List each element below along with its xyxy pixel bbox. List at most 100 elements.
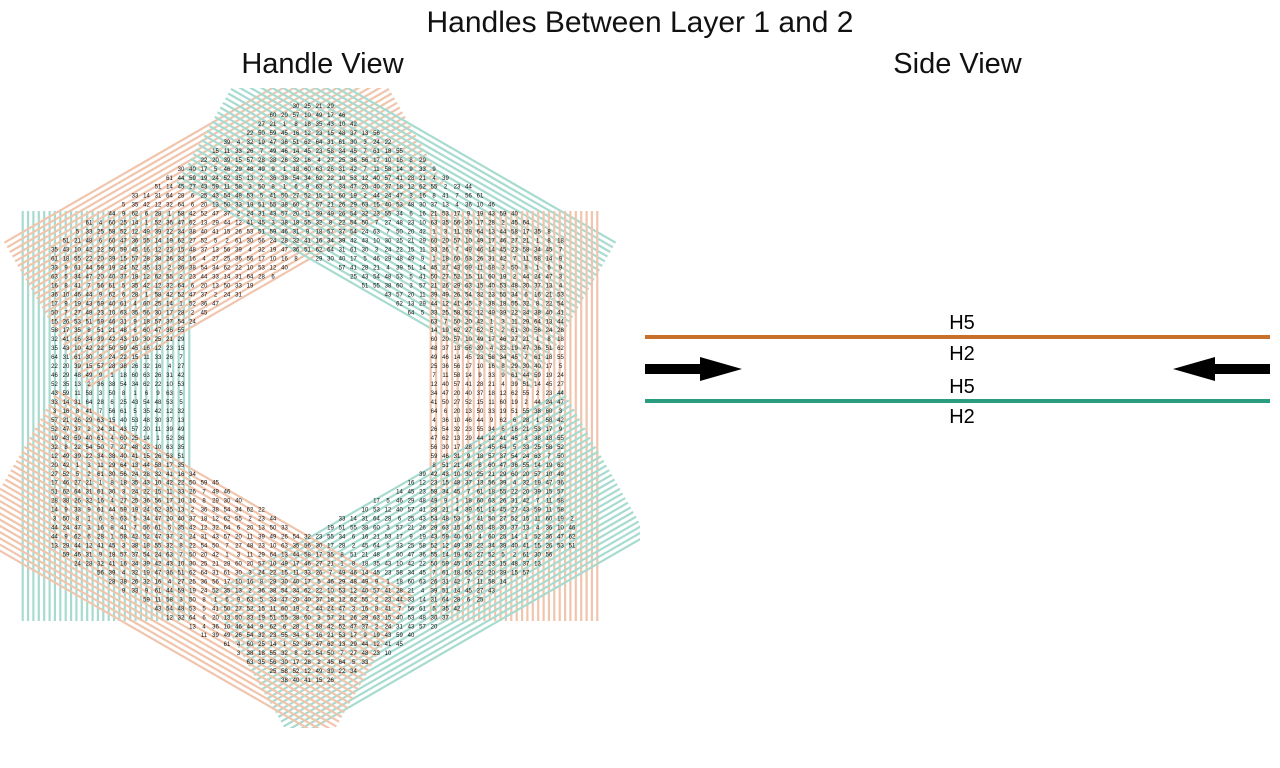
helix-line [23, 445, 380, 653]
handle-label: 54 [293, 535, 300, 541]
handle-label: 21 [212, 562, 219, 568]
handle-label: 57 [97, 364, 104, 370]
handle-label: 10 [224, 624, 231, 630]
handle-label: 59 [178, 588, 185, 594]
handle-label: 47 [63, 427, 70, 433]
handle-label: 16 [155, 364, 162, 370]
handle-label: 15 [120, 257, 127, 263]
handle-label: 64 [500, 445, 507, 451]
handle-label: 14 [454, 355, 461, 361]
handle-label: 24 [385, 194, 392, 200]
handle-label: 45 [454, 490, 461, 496]
handle-label: 23 [143, 445, 150, 451]
handle-label: 58 [431, 490, 438, 496]
handle-label: 55 [155, 544, 162, 550]
helix-line [269, 497, 626, 705]
handle-label: 38 [385, 283, 392, 289]
handle-label: 19 [511, 346, 518, 352]
handle-label: 51 [178, 454, 185, 460]
handle-label: 25 [120, 221, 127, 227]
handle-label: 8 [76, 517, 80, 523]
handle-label: 20 [63, 364, 70, 370]
handle-label: 45 [500, 248, 507, 254]
handle-label: 43 [63, 248, 70, 254]
handle-label: 4 [248, 248, 252, 254]
handle-label: 22 [166, 230, 173, 236]
handle-label: 7 [202, 490, 206, 496]
handle-label: 4 [490, 346, 494, 352]
handle-label: 10 [74, 346, 81, 352]
bottom-line-label-below: H2 [949, 406, 975, 428]
handle-label: 48 [235, 194, 242, 200]
handle-label: 30 [350, 140, 357, 146]
handle-label: 58 [488, 266, 495, 272]
handle-label: 35 [258, 660, 265, 666]
handle-label: 57 [339, 266, 346, 272]
handle-label: 64 [120, 463, 127, 469]
handle-label: 62 [189, 570, 196, 576]
handle-label: 44 [396, 597, 403, 603]
handle-label: 16 [316, 633, 323, 639]
handle-label: 43 [362, 274, 369, 280]
handle-label: 41 [86, 409, 93, 415]
handle-label: 40 [201, 230, 208, 236]
handle-label: 6 [283, 624, 287, 630]
handle-label: 42 [350, 167, 357, 173]
handle-label: 5 [409, 274, 413, 280]
handle-label: 62 [132, 212, 139, 218]
handle-label: 20 [247, 562, 254, 568]
handle-label: 38 [109, 382, 116, 388]
handle-label: 39 [442, 176, 449, 182]
handle-label: 31 [327, 140, 334, 146]
handle-label: 9 [260, 624, 264, 630]
handle-label: 41 [97, 544, 104, 550]
handle-label: 2 [191, 310, 195, 316]
handle-label: 60 [477, 499, 484, 505]
handle-label: 5 [76, 472, 80, 478]
handle-label: 32 [247, 140, 254, 146]
handle-label: 62 [316, 248, 323, 254]
handle-label: 24 [189, 535, 196, 541]
handle-label: 32 [454, 427, 461, 433]
handle-label: 23 [385, 597, 392, 603]
helix-line [221, 413, 578, 621]
handle-label: 11 [224, 185, 231, 191]
helix-line [10, 469, 367, 677]
handle-label: 52 [304, 194, 311, 200]
handle-label: 54 [178, 319, 185, 325]
handle-label: 59 [212, 185, 219, 191]
handle-label: 60 [109, 239, 116, 245]
helix-line [215, 404, 573, 611]
handle-label: 31 [201, 535, 208, 541]
handle-label: 55 [557, 436, 564, 442]
handle-label: 52 [201, 239, 208, 245]
handle-label: 40 [511, 212, 518, 218]
handle-label: 31 [293, 230, 300, 236]
handle-label: 1 [306, 624, 310, 630]
handle-label: 17 [201, 167, 208, 173]
handle-label: 30 [523, 283, 530, 289]
handle-label: 42 [350, 122, 357, 128]
handle-label: 55 [500, 490, 507, 496]
handle-label: 57 [155, 319, 162, 325]
handle-label: 3 [99, 355, 103, 361]
handle-label: 15 [281, 570, 288, 576]
handle-label: 16 [63, 409, 70, 415]
handle-label: 29 [212, 221, 219, 227]
handle-label: 20 [166, 517, 173, 523]
handle-label: 24 [557, 373, 564, 379]
handle-label: 9 [467, 454, 471, 460]
handle-label: 32 [258, 248, 265, 254]
handle-label: 60 [235, 562, 242, 568]
handle-label: 47 [350, 624, 357, 630]
handle-label: 44 [465, 185, 472, 191]
handle-label: 24 [373, 140, 380, 146]
handle-label: 17 [304, 579, 311, 585]
handle-label: 24 [212, 176, 219, 182]
handle-label: 11 [155, 427, 162, 433]
handle-label: 6 [99, 517, 103, 523]
handle-label: 18 [557, 239, 564, 245]
handle-label: 19 [143, 570, 150, 576]
handle-label: 42 [454, 579, 461, 585]
